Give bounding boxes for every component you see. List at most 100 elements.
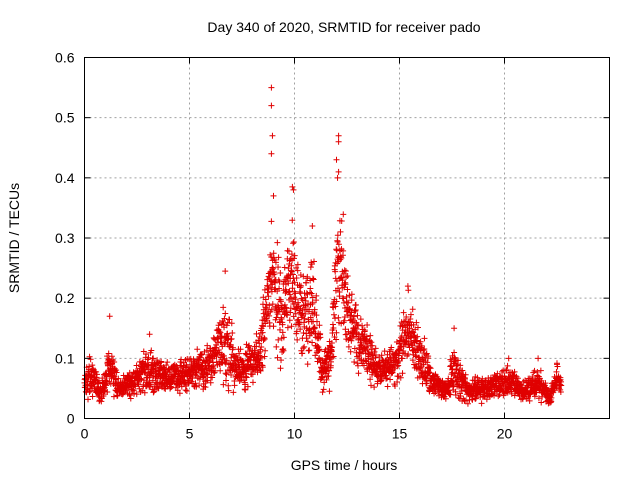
data-point bbox=[335, 168, 342, 175]
data-point bbox=[283, 304, 290, 311]
data-point bbox=[275, 264, 282, 271]
data-point bbox=[329, 344, 336, 351]
data-point bbox=[313, 318, 320, 325]
data-point bbox=[269, 301, 276, 308]
data-point bbox=[313, 312, 320, 319]
data-point bbox=[294, 267, 301, 274]
data-point bbox=[147, 381, 154, 388]
data-point bbox=[535, 355, 542, 362]
data-point bbox=[424, 359, 431, 366]
data-point bbox=[291, 279, 298, 286]
data-point bbox=[316, 346, 323, 353]
data-point bbox=[259, 364, 266, 371]
data-point bbox=[367, 332, 374, 339]
x-tick-label: 15 bbox=[392, 426, 408, 442]
data-point bbox=[455, 357, 462, 364]
data-point bbox=[291, 252, 298, 259]
data-point bbox=[352, 301, 359, 308]
data-point bbox=[215, 347, 222, 354]
data-point bbox=[495, 393, 502, 400]
data-point bbox=[368, 339, 375, 346]
data-point bbox=[279, 329, 286, 336]
data-point bbox=[174, 387, 181, 394]
data-point bbox=[333, 329, 340, 336]
data-point bbox=[155, 385, 162, 392]
data-point bbox=[236, 378, 243, 385]
data-point bbox=[326, 388, 333, 395]
data-point bbox=[262, 296, 269, 303]
data-point bbox=[554, 361, 560, 368]
data-point bbox=[223, 357, 230, 364]
data-point bbox=[85, 396, 92, 403]
data-point bbox=[176, 390, 183, 397]
data-point bbox=[344, 286, 351, 293]
data-point bbox=[164, 359, 171, 366]
data-point bbox=[340, 211, 347, 218]
data-point bbox=[216, 328, 223, 335]
data-point bbox=[274, 311, 281, 318]
data-point bbox=[371, 348, 378, 355]
y-tick-label: 0.2 bbox=[55, 290, 75, 306]
data-point bbox=[269, 264, 276, 271]
data-point bbox=[228, 371, 235, 378]
data-point bbox=[239, 358, 246, 365]
data-point bbox=[302, 294, 309, 301]
data-point bbox=[274, 354, 281, 361]
data-point bbox=[210, 363, 217, 370]
data-point bbox=[461, 375, 468, 382]
data-point bbox=[399, 370, 406, 377]
data-point bbox=[255, 350, 262, 357]
data-point bbox=[274, 239, 281, 246]
data-point bbox=[313, 292, 320, 299]
data-point bbox=[513, 373, 520, 380]
data-point bbox=[255, 337, 262, 344]
data-point bbox=[421, 335, 428, 342]
data-point bbox=[355, 322, 362, 329]
data-point bbox=[309, 275, 316, 282]
data-point bbox=[150, 389, 157, 396]
data-point bbox=[143, 351, 150, 358]
data-point bbox=[319, 389, 326, 396]
data-point bbox=[311, 325, 318, 332]
data-point bbox=[402, 318, 409, 325]
data-point bbox=[114, 392, 121, 399]
data-point bbox=[222, 377, 229, 384]
data-point bbox=[264, 289, 271, 296]
data-point bbox=[404, 283, 411, 290]
data-point bbox=[557, 389, 564, 396]
data-point bbox=[265, 293, 272, 300]
data-point bbox=[284, 312, 291, 319]
data-point bbox=[348, 297, 355, 304]
data-point bbox=[384, 383, 391, 390]
data-point bbox=[262, 304, 269, 311]
data-point bbox=[341, 313, 348, 320]
data-point bbox=[333, 246, 340, 253]
data-point bbox=[131, 390, 138, 397]
data-point bbox=[558, 382, 565, 389]
data-point bbox=[338, 218, 345, 225]
data-point bbox=[383, 375, 390, 382]
data-point bbox=[361, 327, 368, 334]
data-point bbox=[283, 311, 290, 318]
data-point bbox=[457, 392, 464, 399]
data-point bbox=[270, 323, 277, 330]
data-point bbox=[531, 367, 538, 374]
data-point bbox=[451, 354, 458, 361]
data-point bbox=[526, 397, 533, 404]
data-point bbox=[127, 395, 134, 402]
data-point bbox=[535, 395, 542, 402]
data-point bbox=[194, 346, 201, 353]
data-point bbox=[344, 272, 351, 279]
data-point bbox=[511, 368, 518, 375]
data-point bbox=[278, 357, 285, 364]
data-point bbox=[538, 399, 545, 406]
data-point bbox=[228, 320, 235, 327]
data-point bbox=[288, 262, 295, 269]
data-point bbox=[308, 290, 315, 297]
data-point bbox=[372, 345, 379, 352]
data-point bbox=[295, 299, 302, 306]
data-point bbox=[273, 343, 280, 350]
data-point bbox=[221, 315, 228, 322]
data-point bbox=[345, 343, 352, 350]
data-point bbox=[222, 370, 229, 377]
